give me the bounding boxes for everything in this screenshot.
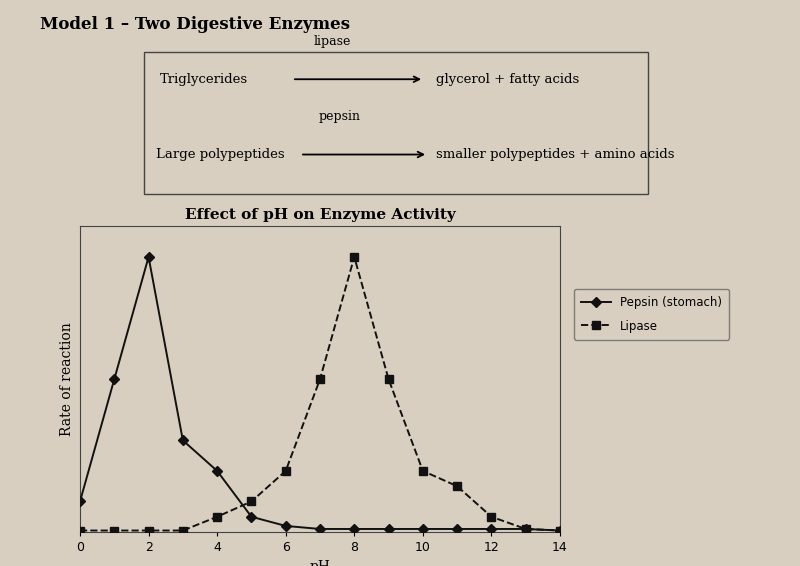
Legend: Pepsin (stomach), Lipase: Pepsin (stomach), Lipase — [574, 289, 729, 340]
Text: Model 1 – Two Digestive Enzymes: Model 1 – Two Digestive Enzymes — [40, 16, 350, 33]
Text: smaller polypeptides + amino acids: smaller polypeptides + amino acids — [436, 148, 674, 161]
Text: glycerol + fatty acids: glycerol + fatty acids — [436, 73, 579, 85]
Text: lipase: lipase — [314, 35, 350, 48]
Title: Effect of pH on Enzyme Activity: Effect of pH on Enzyme Activity — [185, 208, 455, 222]
Text: Triglycerides: Triglycerides — [160, 73, 248, 85]
FancyBboxPatch shape — [144, 52, 648, 194]
X-axis label: pH: pH — [310, 560, 330, 566]
Y-axis label: Rate of reaction: Rate of reaction — [61, 323, 74, 436]
Text: Large polypeptides: Large polypeptides — [156, 148, 285, 161]
Text: pepsin: pepsin — [319, 110, 361, 123]
